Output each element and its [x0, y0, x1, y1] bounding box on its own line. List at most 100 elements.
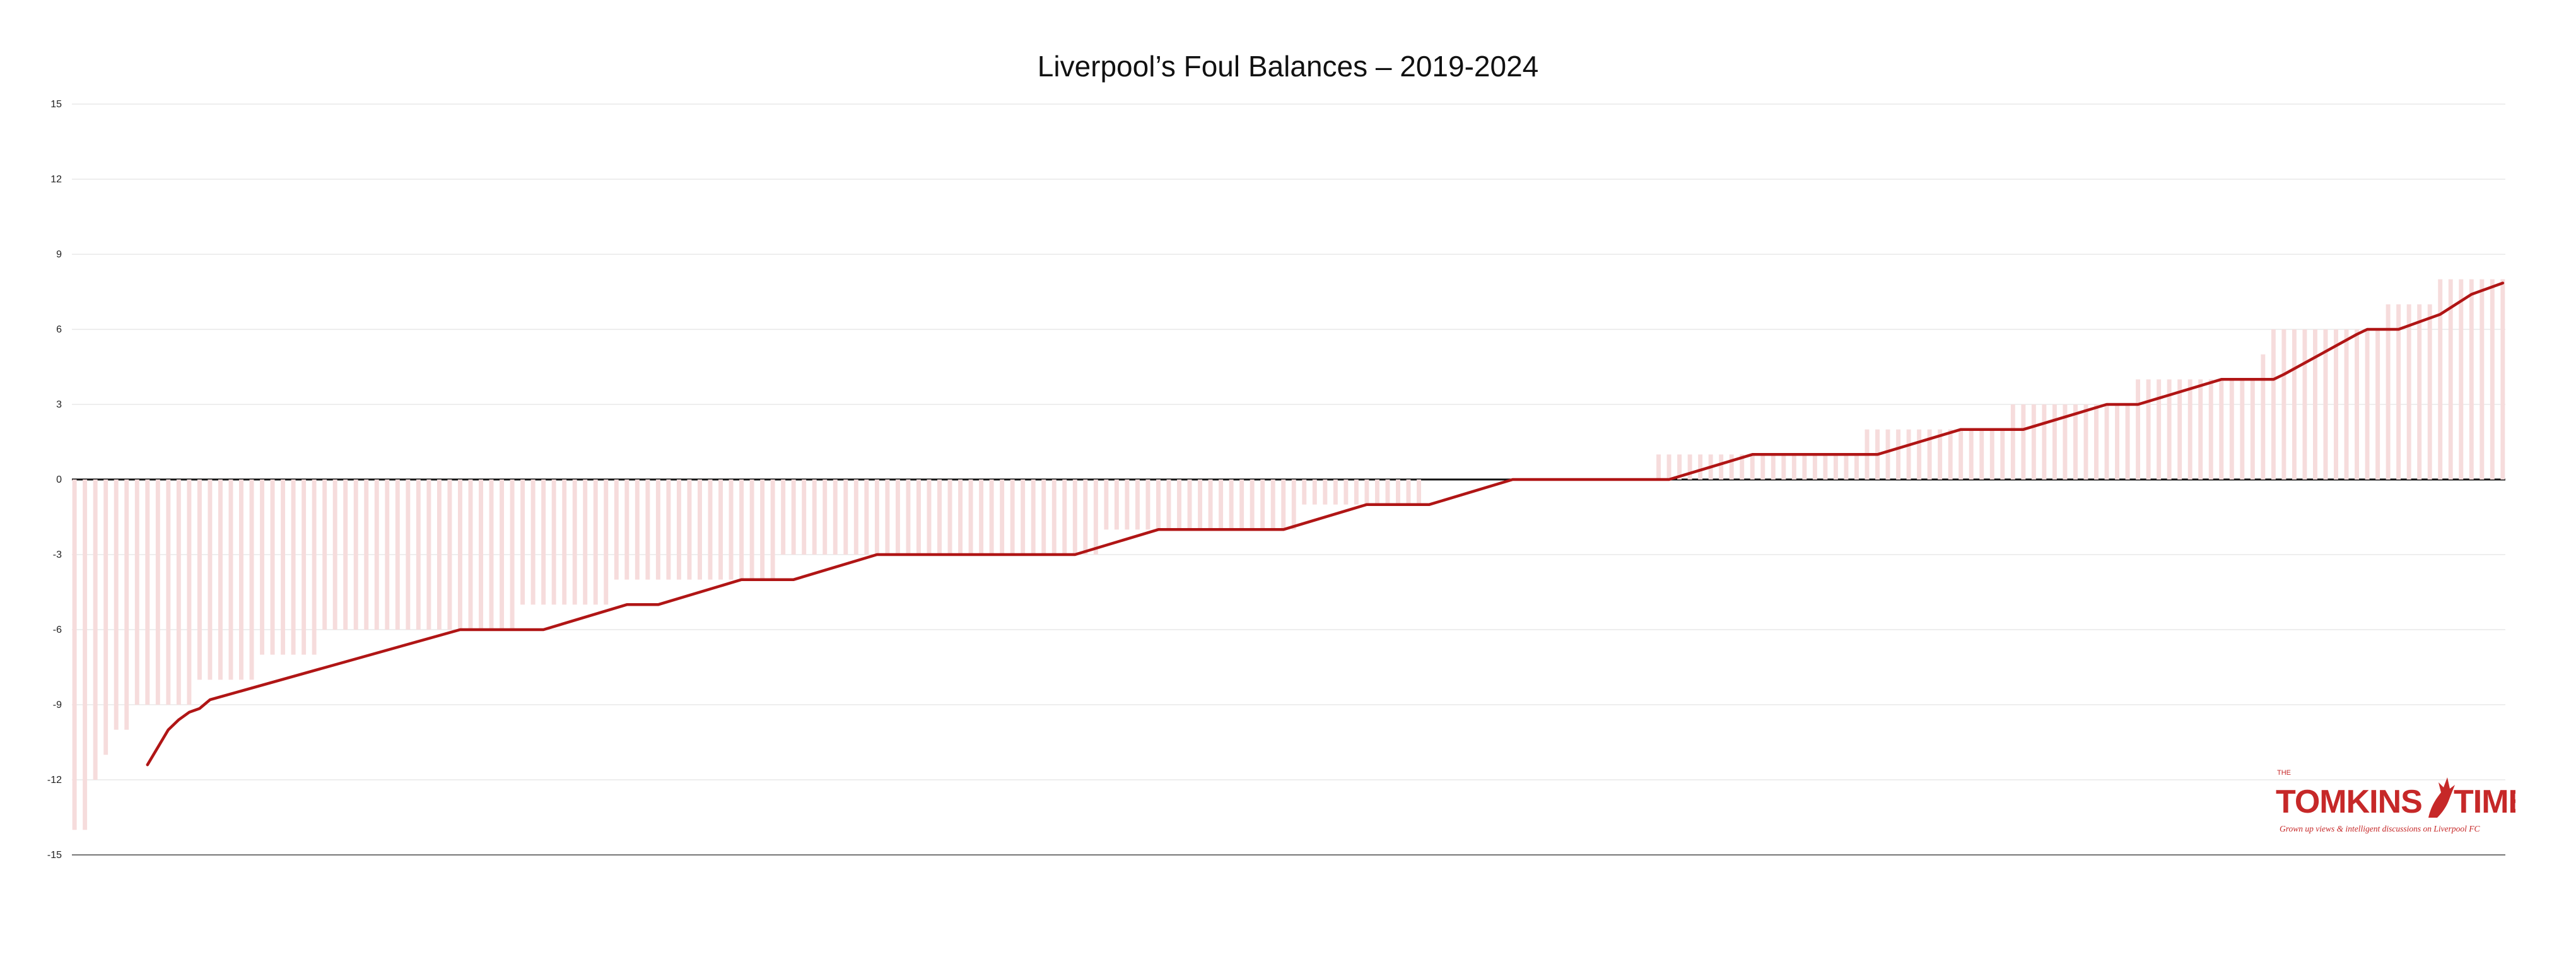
bar [489, 480, 494, 630]
bar [1760, 454, 1765, 480]
bar [927, 480, 932, 555]
bar [2063, 404, 2068, 480]
bar-series [72, 279, 2505, 830]
bar [447, 480, 452, 630]
bar [2448, 279, 2453, 480]
bar [655, 480, 660, 580]
bar [1114, 480, 1119, 530]
bar [2490, 279, 2495, 480]
bar [1156, 480, 1161, 530]
bar [2167, 379, 2172, 480]
tomkins-times-logo: THE TOMKINS TIMES Grown up views & intel… [2276, 769, 2515, 833]
bar [530, 480, 536, 605]
bar [2000, 429, 2005, 480]
bar [1260, 480, 1265, 530]
bar [322, 480, 327, 630]
bar [2469, 279, 2474, 480]
bar [2187, 379, 2193, 480]
bar [1364, 480, 1369, 505]
bar [2031, 404, 2036, 480]
gridlines [72, 103, 2505, 856]
bar [937, 480, 942, 555]
logo-word-right: TIMES [2454, 784, 2515, 820]
bar [1917, 429, 1922, 480]
bar [1927, 429, 1932, 480]
bar [1750, 454, 1755, 480]
bar [1833, 454, 1838, 480]
bar [2355, 329, 2360, 480]
bar [2323, 329, 2328, 480]
bar [1062, 480, 1067, 555]
bar [1885, 429, 1890, 480]
bar [2083, 404, 2088, 480]
bar [1051, 480, 1057, 555]
bar [1072, 480, 1077, 555]
bar [1906, 429, 1911, 480]
bar [1396, 480, 1400, 505]
bar [1125, 480, 1130, 530]
bar [176, 480, 181, 705]
bar [1969, 429, 1974, 480]
bar [510, 480, 515, 630]
bar [520, 480, 525, 605]
bar [645, 480, 650, 580]
bar [436, 480, 442, 630]
bar [385, 480, 390, 630]
bar [916, 480, 921, 555]
bar [228, 480, 233, 680]
bar [2344, 329, 2349, 480]
bar [676, 480, 681, 580]
bar [1854, 454, 1859, 480]
bar [1666, 454, 1671, 480]
bar [1729, 454, 1734, 480]
y-tick-label: -6 [53, 625, 62, 635]
logo-small-text: THE [2277, 769, 2291, 777]
bar [1812, 454, 1817, 480]
bar [760, 480, 765, 580]
bar [708, 480, 713, 580]
bar [2438, 279, 2443, 480]
bar [1344, 480, 1349, 505]
bar [2021, 404, 2026, 480]
bar [2052, 404, 2057, 480]
bar [551, 480, 556, 605]
bar [155, 480, 160, 705]
bar [812, 480, 817, 555]
bar [291, 480, 296, 655]
bar [1417, 480, 1422, 505]
y-tick-label: -15 [47, 850, 62, 861]
bar [2271, 329, 2276, 480]
y-tick-label: 6 [56, 324, 62, 335]
bar [2365, 329, 2370, 480]
bar [1312, 480, 1317, 505]
bar [1270, 480, 1275, 530]
bar [2010, 404, 2015, 480]
bar [572, 480, 577, 605]
bar [114, 480, 119, 730]
bar [2261, 354, 2266, 480]
bar [2157, 379, 2162, 480]
bar [1104, 480, 1109, 530]
bar [698, 480, 702, 580]
bar [1385, 480, 1390, 505]
bar [302, 480, 307, 655]
bar [958, 480, 963, 555]
y-tick-label: 9 [56, 249, 62, 260]
bar [2136, 379, 2141, 480]
bar [593, 480, 598, 605]
bar [1166, 480, 1171, 530]
bar [979, 480, 984, 555]
bar [457, 480, 462, 630]
logo-word-left: TOMKINS [2276, 784, 2422, 820]
bar [1281, 480, 1286, 530]
y-tick-label: 3 [56, 399, 62, 410]
bar [1771, 454, 1776, 480]
bar [635, 480, 640, 580]
bar [1333, 480, 1338, 505]
bar [853, 480, 858, 555]
bar [1250, 480, 1255, 530]
bar [1229, 480, 1234, 530]
bar [1354, 480, 1359, 505]
bar [1823, 454, 1828, 480]
bar [2375, 329, 2380, 480]
